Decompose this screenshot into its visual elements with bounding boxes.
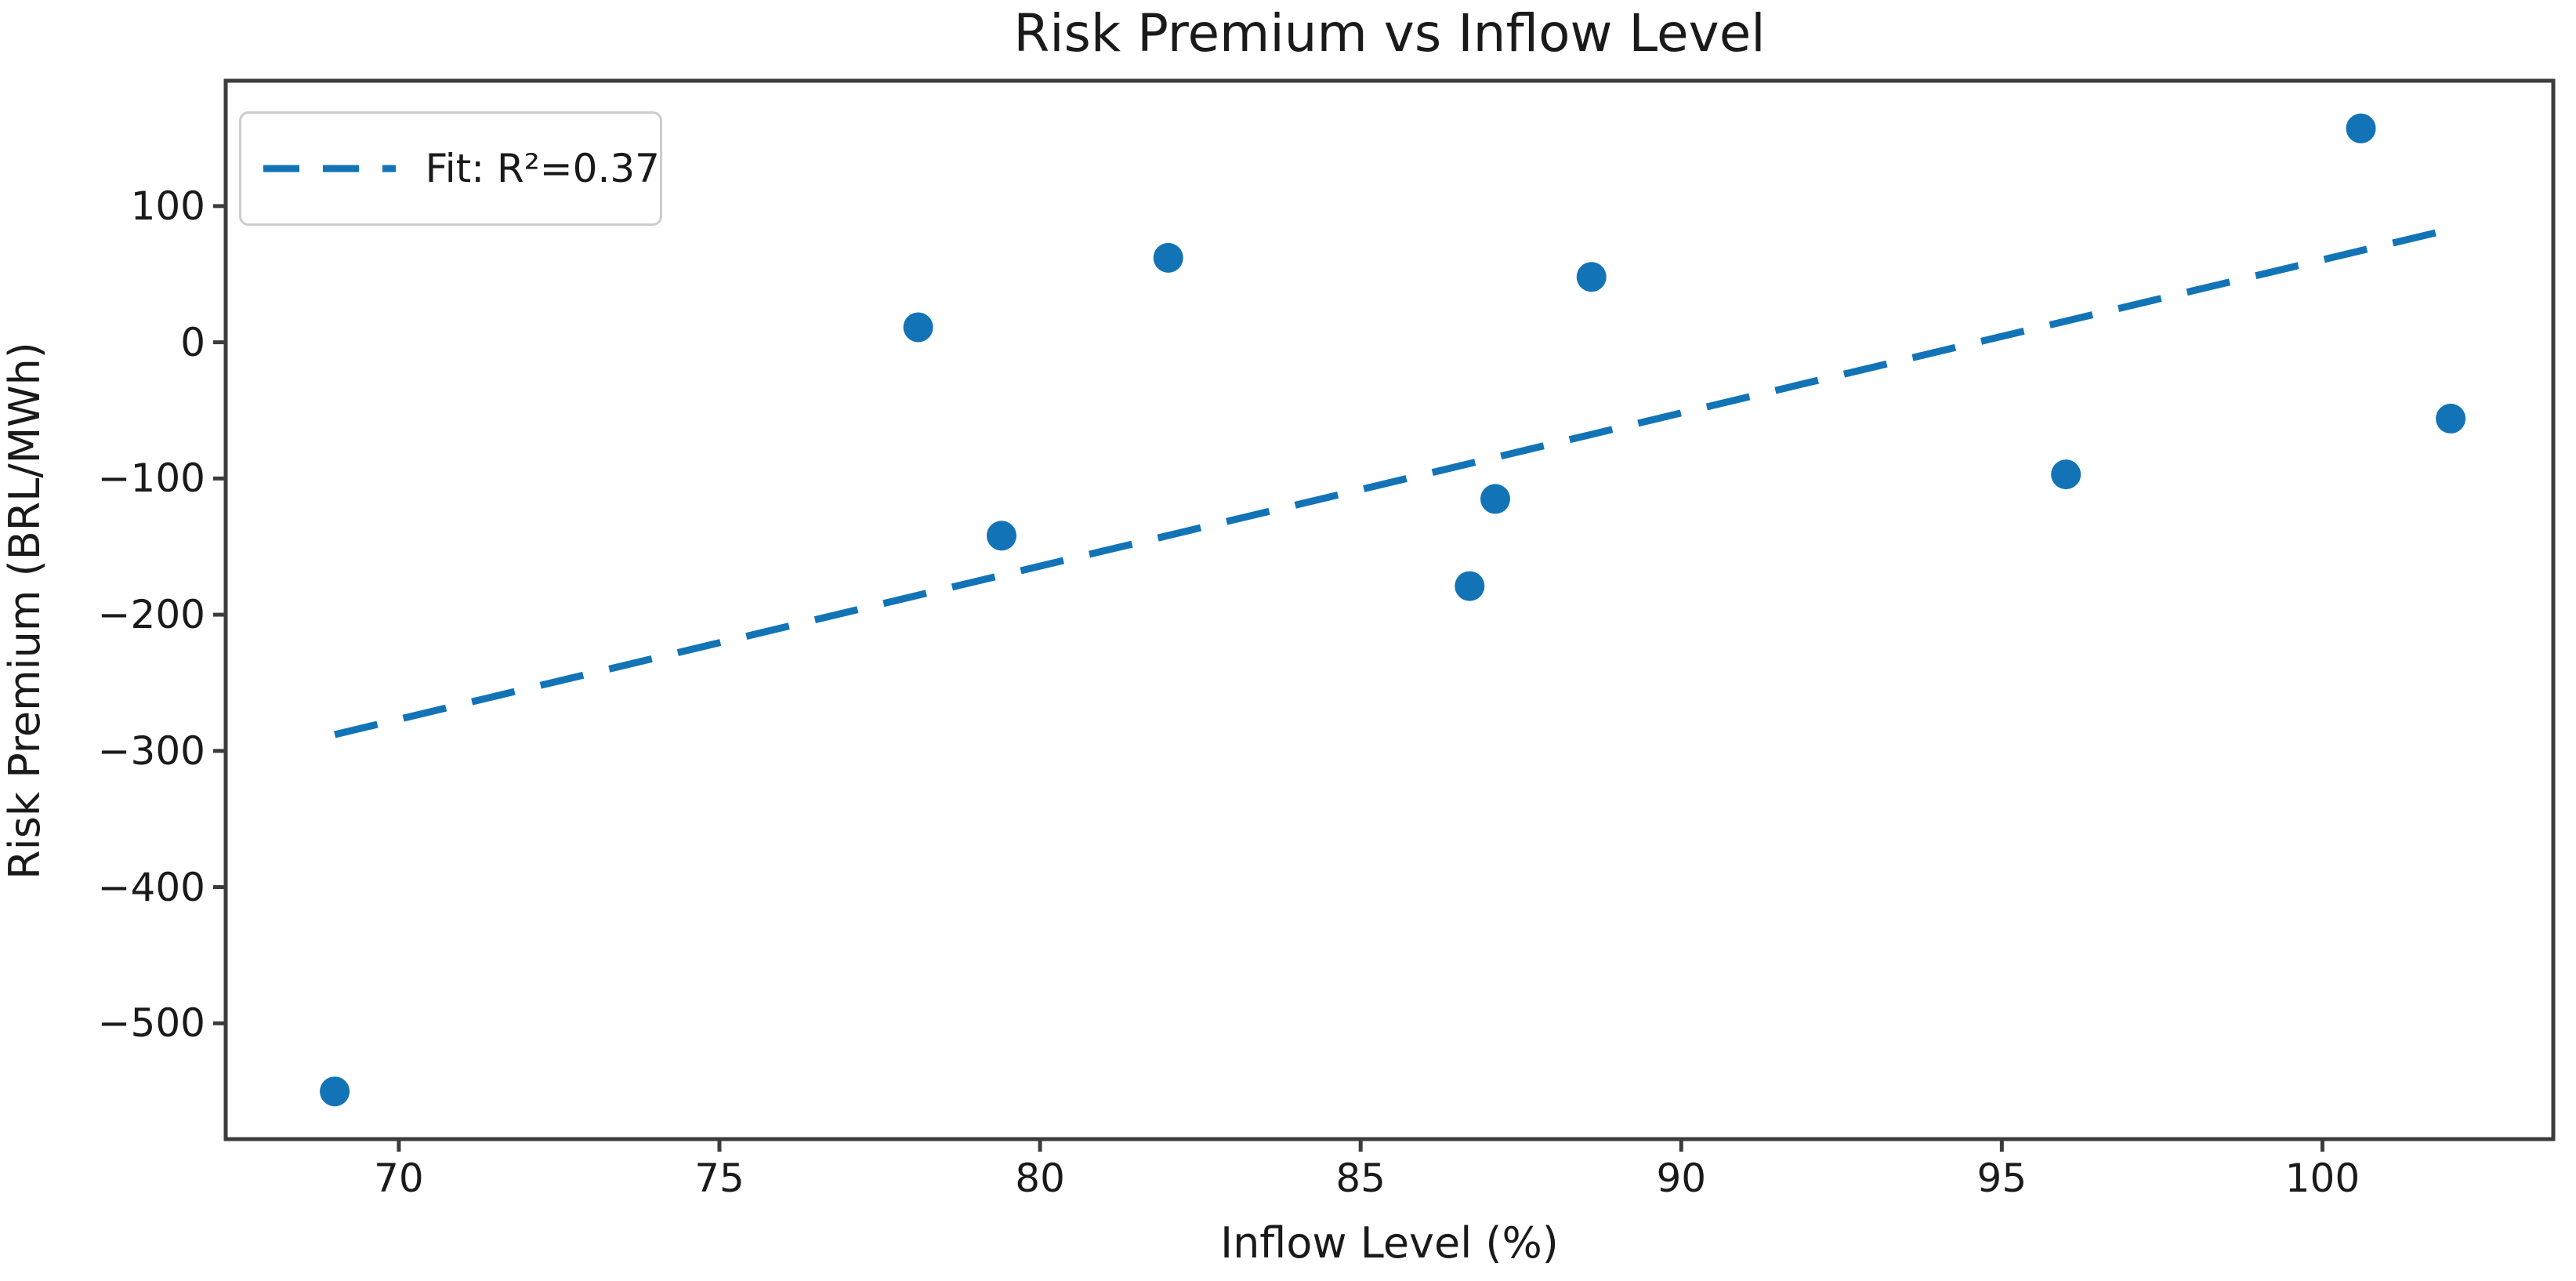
y-tick-label: −200 [97,592,205,638]
scatter-point [903,312,933,343]
y-tick-label: −400 [97,864,205,910]
legend-label: Fit: R²=0.37 [425,146,660,191]
chart-title: Risk Premium vs Inflow Level [1013,3,1766,64]
legend: Fit: R²=0.37 [239,111,662,226]
y-tick-label: 100 [130,183,205,229]
x-tick-label: 90 [1656,1156,1707,1201]
scatter-point [2346,113,2376,143]
scatter-point [1153,242,1183,273]
y-tick-label: −300 [97,728,205,774]
x-tick-label: 100 [2284,1156,2360,1201]
scatter-point [1576,262,1607,292]
y-tick-label: −500 [97,1000,205,1047]
scatter-point [320,1076,350,1107]
x-axis-label: Inflow Level (%) [1220,1218,1559,1268]
axes-frame [223,78,2556,1141]
legend-dashed-line-icon [263,165,396,172]
x-tick-label: 85 [1335,1156,1386,1201]
scatter-point [1480,484,1510,514]
scatter-point [987,521,1016,551]
scatter-point [2051,459,2081,490]
x-tick-label: 75 [694,1156,745,1201]
scatter-point [1455,571,1485,601]
y-tick-label: 0 [180,319,205,365]
x-tick-label: 80 [1015,1156,1065,1201]
scatter-point [2436,403,2466,434]
y-tick-label: −100 [97,455,205,502]
fit-line [334,226,2452,738]
x-tick-label: 70 [374,1156,424,1201]
x-tick-label: 95 [1976,1156,2027,1201]
